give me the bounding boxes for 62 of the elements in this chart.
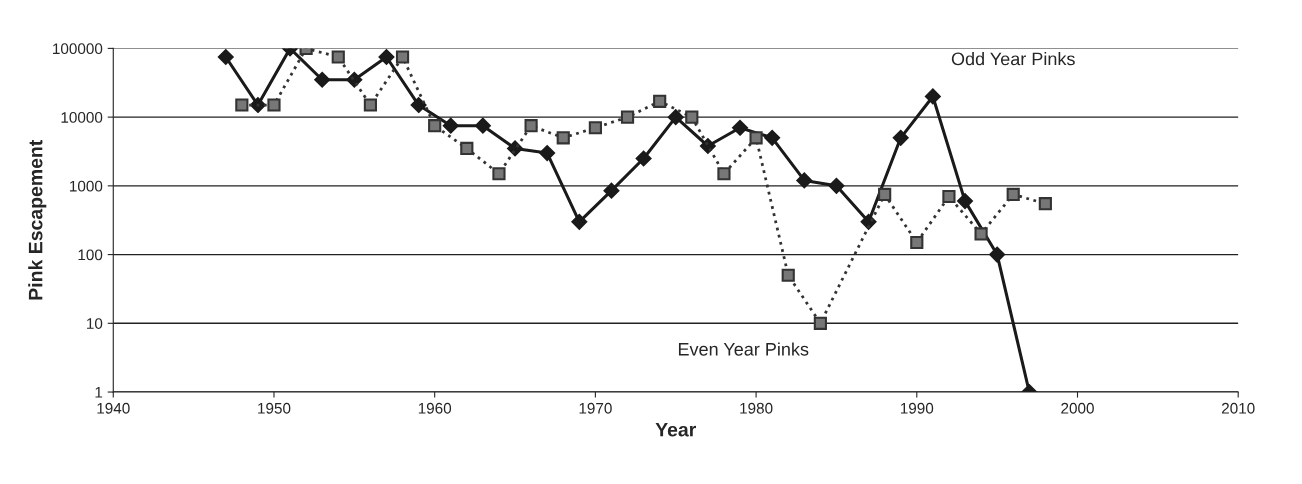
point <box>878 187 892 202</box>
x-tick-label: 1990 <box>900 402 934 414</box>
point <box>635 150 652 167</box>
point <box>460 141 474 156</box>
point <box>667 109 684 126</box>
point <box>395 50 410 64</box>
point <box>217 49 234 65</box>
annotation: Odd Year Pinks <box>951 52 1075 66</box>
point <box>363 98 377 112</box>
point <box>428 119 442 133</box>
y-axis-title: Pink Escapement <box>28 139 47 300</box>
point <box>267 98 281 112</box>
point <box>813 316 827 330</box>
point <box>989 246 1006 263</box>
point <box>571 213 588 230</box>
point <box>235 98 249 112</box>
point <box>314 71 331 88</box>
point <box>1038 197 1052 211</box>
point <box>474 117 491 134</box>
point <box>331 50 345 64</box>
point <box>910 235 924 250</box>
point <box>781 268 795 282</box>
point <box>539 145 556 161</box>
point <box>1006 187 1020 202</box>
point <box>924 88 941 105</box>
point <box>942 189 956 204</box>
point <box>685 110 699 124</box>
x-tick-label: 2000 <box>1061 402 1094 414</box>
point <box>717 167 731 181</box>
y-tick-label: 10000 <box>61 112 103 123</box>
point <box>957 193 973 210</box>
x-tick-label: 1980 <box>740 402 773 414</box>
y-tick-label: 100000 <box>53 43 103 55</box>
x-tick-label: 1960 <box>418 402 452 414</box>
point <box>974 227 988 241</box>
x-tick-label: 1970 <box>579 402 612 414</box>
y-tick-label: 10 <box>87 318 103 329</box>
x-tick-label: 2010 <box>1221 402 1255 414</box>
point <box>556 131 570 145</box>
y-tick-label: 100 <box>78 249 103 261</box>
point <box>603 182 620 199</box>
point <box>524 119 538 133</box>
point <box>828 177 845 194</box>
y-tick-label: 1000 <box>70 180 103 192</box>
point <box>749 131 763 145</box>
point <box>588 121 602 135</box>
point <box>249 97 266 113</box>
point <box>620 110 635 124</box>
annotation: Even Year Pinks <box>678 342 809 356</box>
point <box>653 94 667 108</box>
x-tick-label: 1940 <box>97 402 130 414</box>
x-tick-label: 1950 <box>258 402 291 414</box>
point <box>492 167 506 181</box>
point <box>892 129 909 146</box>
point <box>764 129 781 146</box>
point <box>442 117 459 134</box>
x-axis-title: Year <box>655 422 696 437</box>
point <box>796 172 813 189</box>
point <box>378 49 395 65</box>
point <box>732 119 748 136</box>
point <box>410 97 427 113</box>
y-tick-label: 1 <box>95 387 103 398</box>
